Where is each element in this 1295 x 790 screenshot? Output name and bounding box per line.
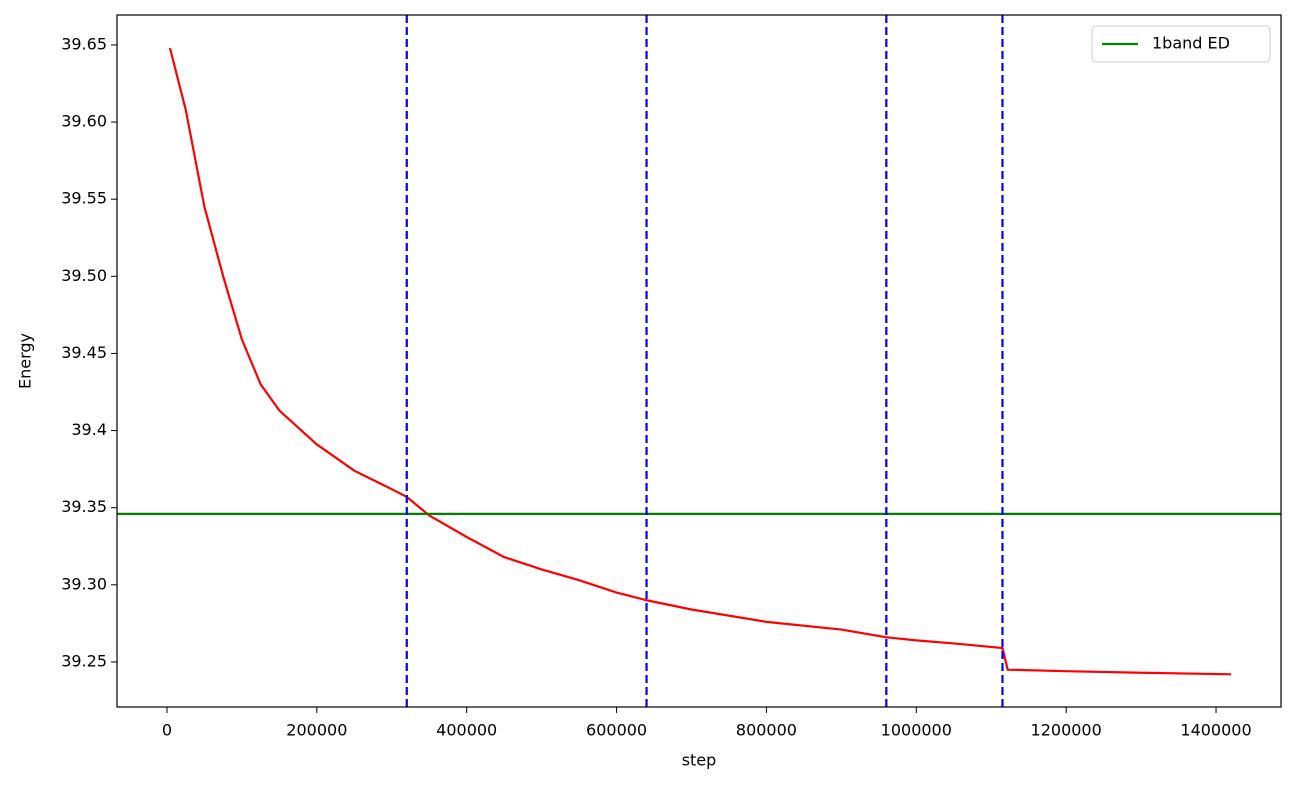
data-line — [168, 47, 1232, 676]
y-tick-label: 39.35 — [61, 497, 107, 516]
y-tick-label: 39.65 — [61, 34, 107, 53]
y-tick-label: 39.50 — [61, 266, 107, 285]
x-tick-label: 400000 — [436, 721, 497, 740]
plot-frame — [116, 14, 1282, 708]
x-tick-label: 1000000 — [881, 721, 952, 740]
y-tick-label: 39.30 — [61, 574, 107, 593]
x-tick-label: 0 — [162, 721, 172, 740]
x-tick-label: 1400000 — [1180, 721, 1251, 740]
x-tick-label: 800000 — [736, 721, 797, 740]
x-tick-label: 600000 — [586, 721, 647, 740]
x-axis-label: step — [682, 751, 717, 770]
x-tick-label: 200000 — [286, 721, 347, 740]
y-tick-label: 39.25 — [61, 651, 107, 670]
y-tick-label: 39.55 — [61, 189, 107, 208]
y-tick-label: 39.4 — [71, 420, 107, 439]
y-axis-label: Energy — [16, 333, 35, 389]
legend-label: 1band ED — [1152, 34, 1230, 53]
y-tick-label: 39.45 — [61, 343, 107, 362]
x-tick-label: 1200000 — [1031, 721, 1102, 740]
legend-box — [1091, 25, 1271, 63]
y-tick-label: 39.60 — [61, 112, 107, 131]
